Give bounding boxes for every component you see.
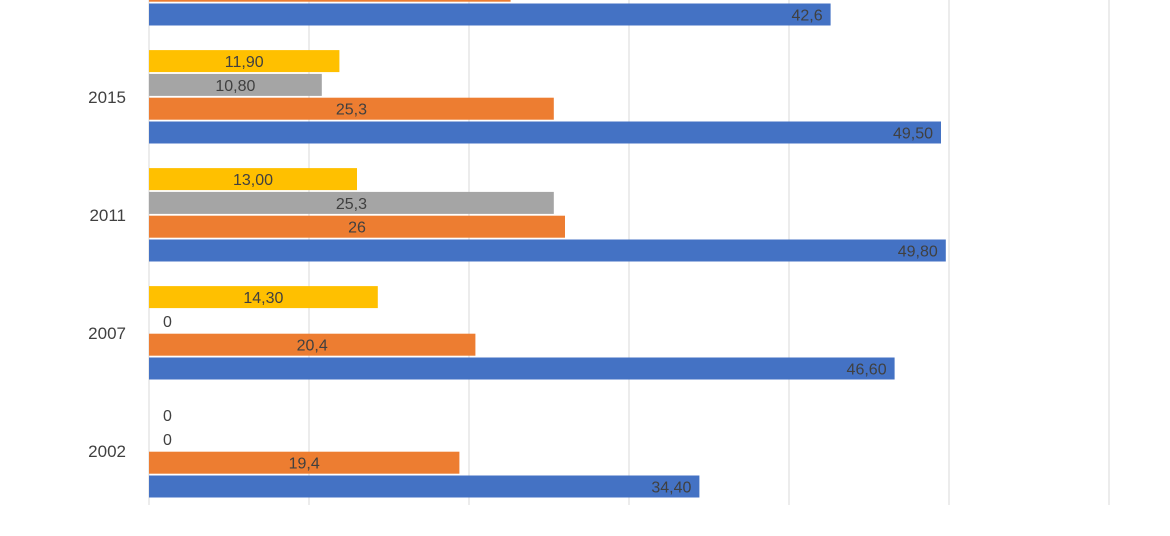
data-label: 0 (163, 314, 172, 331)
data-label: 0 (163, 432, 172, 449)
bar (149, 215, 565, 238)
bar (149, 3, 831, 26)
data-label: 19,4 (289, 456, 320, 473)
bar (149, 73, 322, 96)
category-label: 2007 (88, 324, 126, 343)
data-label: 20,4 (297, 338, 328, 355)
bar (149, 97, 554, 120)
bar (149, 475, 700, 498)
bar (149, 50, 340, 73)
data-label: 46,60 (847, 362, 887, 379)
bar (149, 286, 378, 309)
bars (149, 0, 946, 498)
data-label: 0 (163, 408, 172, 425)
data-label: 11,90 (225, 54, 264, 71)
bar (149, 0, 511, 2)
category-labels: 2002 2007 2011 2015 (88, 88, 126, 461)
category-label: 2011 (89, 206, 126, 225)
category-label: 2002 (88, 442, 126, 461)
bar (149, 168, 357, 191)
bar (149, 121, 941, 144)
data-label: 14,30 (243, 290, 283, 307)
bar (149, 239, 946, 262)
data-label: 34,40 (651, 480, 691, 497)
data-label: 10,80 (215, 78, 255, 95)
data-labels: 34,40 46,60 49,80 49,50 42,6 19,4 20,4 26 25,3 0 0… (163, 8, 938, 497)
data-label: 26 (348, 220, 366, 237)
data-label: 25,3 (336, 102, 367, 119)
data-label: 42,6 (791, 8, 822, 25)
data-label: 49,80 (898, 244, 938, 261)
bar (149, 357, 895, 380)
data-label: 25,3 (336, 196, 367, 213)
data-label: 13,00 (233, 172, 273, 189)
bar (149, 191, 554, 214)
bar (149, 333, 476, 356)
data-label: 49,50 (893, 126, 933, 143)
bar (149, 451, 460, 474)
category-label: 2015 (88, 88, 126, 107)
